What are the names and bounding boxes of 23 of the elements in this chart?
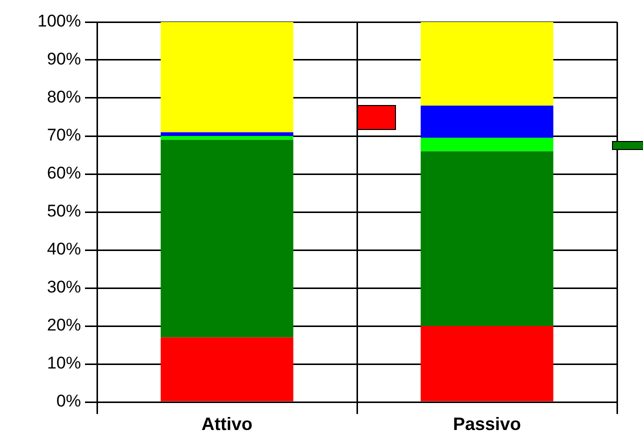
bar — [420, 151, 554, 326]
bar — [160, 22, 294, 132]
y-tick-label: 60% — [46, 164, 81, 183]
bar — [420, 326, 554, 402]
x-tick-label: Passivo — [452, 414, 522, 434]
bar — [160, 136, 294, 140]
bar — [160, 132, 294, 136]
y-tick-label: 70% — [46, 126, 81, 145]
bar — [420, 138, 554, 152]
y-tick-label: 30% — [46, 278, 81, 297]
y-tick-label: 50% — [46, 202, 81, 221]
y-tick-label: 80% — [46, 88, 81, 107]
y-tick-label: 10% — [46, 354, 81, 373]
x-tick-label: Attivo — [202, 414, 252, 434]
y-tick-label: 100% — [38, 12, 81, 31]
y-tick-label: 40% — [46, 240, 81, 259]
bar — [420, 22, 554, 106]
bar — [160, 140, 294, 338]
y-tick-label: 0% — [56, 392, 81, 411]
bar — [420, 106, 554, 138]
bar — [160, 337, 294, 402]
y-tick-label: 90% — [46, 50, 81, 69]
y-tick-label: 20% — [46, 316, 81, 335]
